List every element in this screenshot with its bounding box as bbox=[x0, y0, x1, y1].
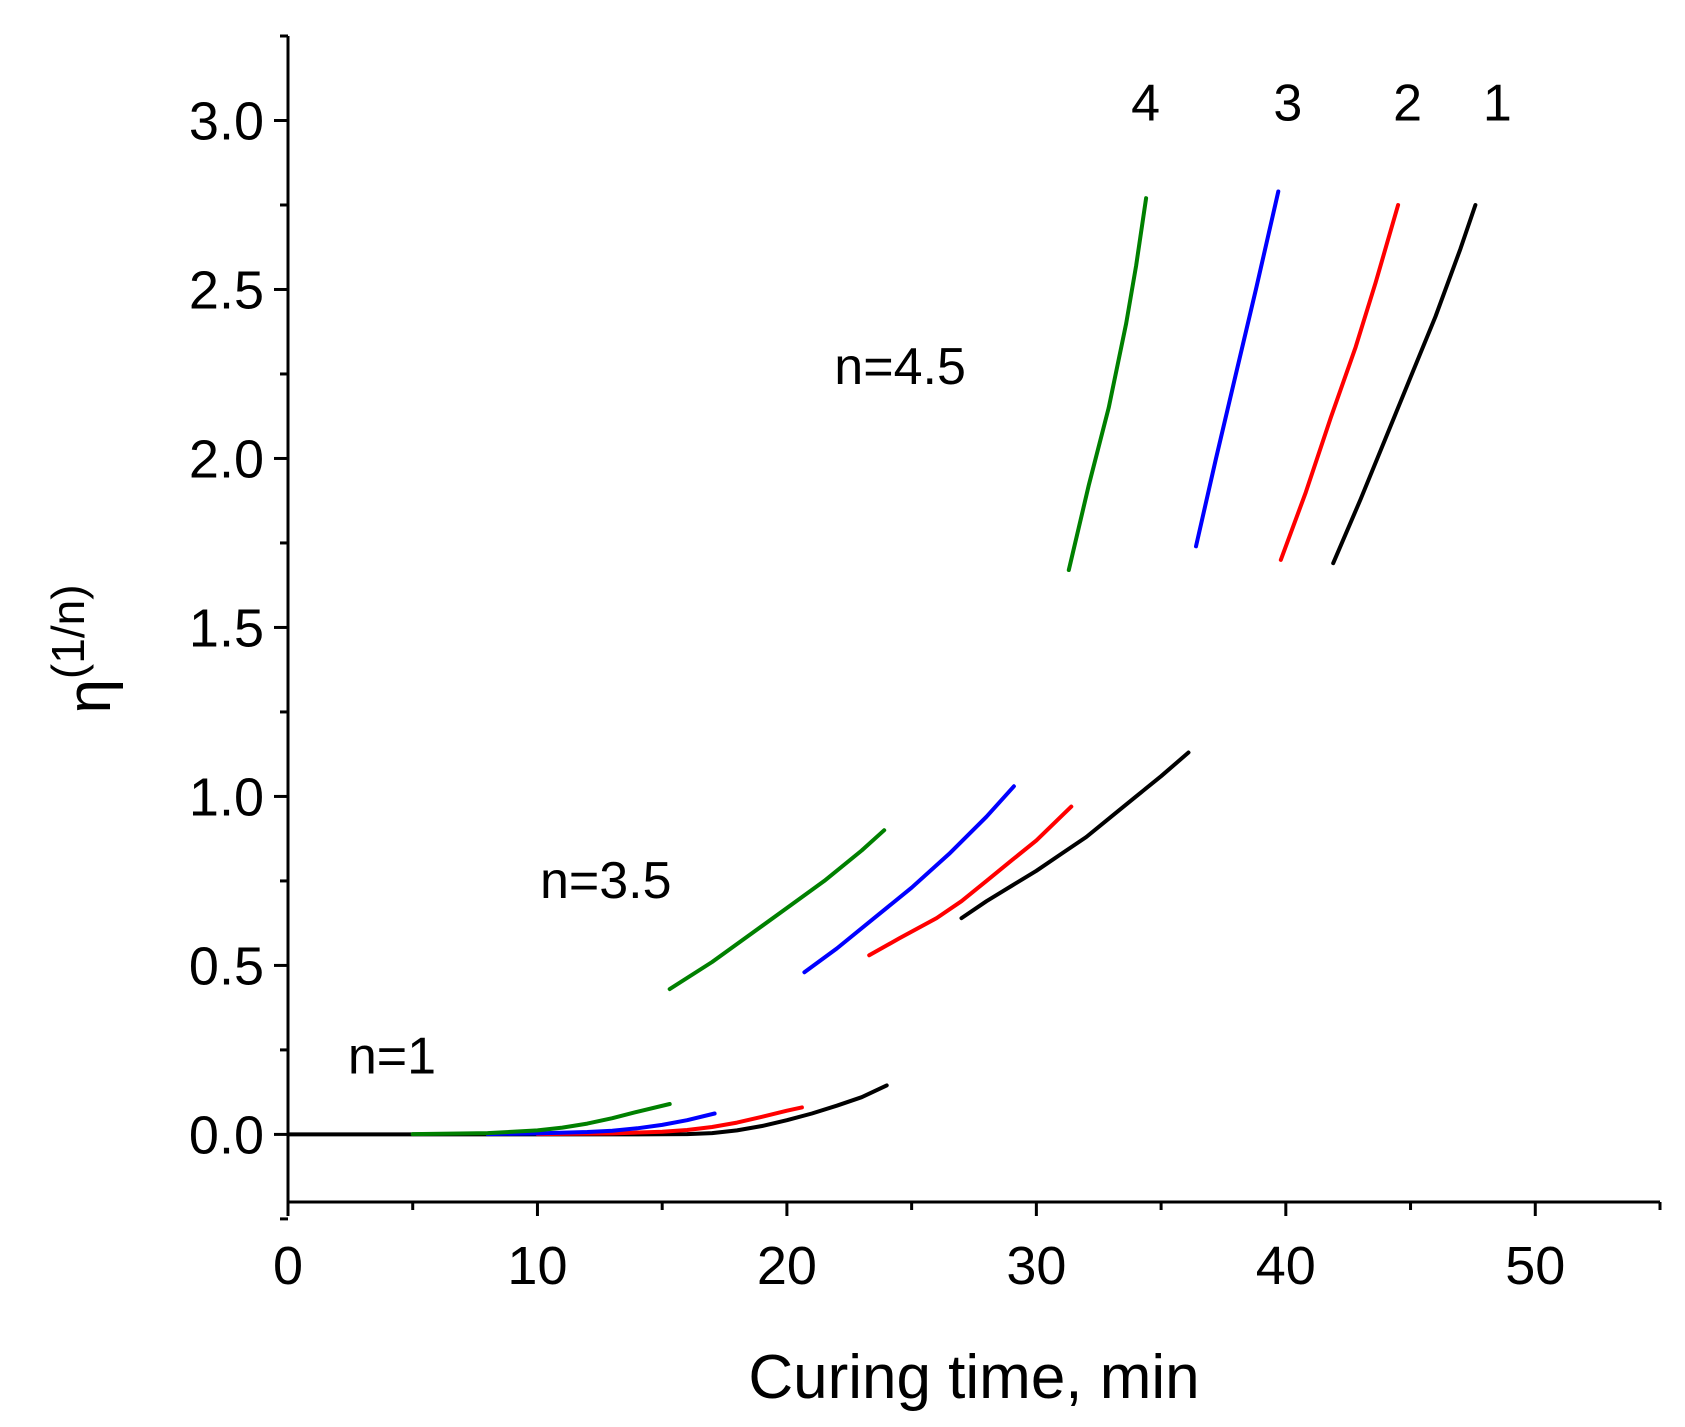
y-axis-title: η(1/n) bbox=[42, 584, 124, 713]
annotation-label: 3 bbox=[1273, 74, 1302, 132]
y-tick-label: 1.0 bbox=[189, 767, 264, 827]
y-tick-label: 0.5 bbox=[189, 936, 264, 996]
y-tick-label: 2.5 bbox=[189, 260, 264, 320]
y-axis-title-base: η bbox=[55, 679, 124, 713]
x-tick-label: 0 bbox=[273, 1236, 303, 1296]
series-layer bbox=[286, 189, 1478, 1137]
x-tick-label: 40 bbox=[1256, 1236, 1316, 1296]
y-tick-label: 3.0 bbox=[189, 91, 264, 151]
annotation-label: 2 bbox=[1393, 74, 1422, 132]
x-tick-label: 20 bbox=[757, 1236, 817, 1296]
series-line-3-n3_5 bbox=[802, 784, 1016, 975]
y-tick-label: 1.5 bbox=[189, 598, 264, 658]
axes: 0 10 20 30 40 50 0.0 0.5 1.0 1.5 2.0 2.5 3.0 bbox=[189, 34, 1662, 1296]
x-tick-label: 10 bbox=[507, 1236, 567, 1296]
series-line-1-n3_5 bbox=[959, 750, 1191, 921]
y-ticks: 0.0 0.5 1.0 1.5 2.0 2.5 3.0 bbox=[189, 34, 288, 1221]
x-tick-label: 30 bbox=[1006, 1236, 1066, 1296]
y-tick-label: 2.0 bbox=[189, 429, 264, 489]
x-axis-title: Curing time, min bbox=[748, 1343, 1199, 1412]
series-line-2-n1 bbox=[535, 1105, 804, 1137]
series-line-4-n3_5 bbox=[667, 828, 887, 992]
annotation-label: n=3.5 bbox=[540, 852, 672, 910]
y-axis-title-superscript: (1/n) bbox=[42, 584, 94, 679]
annotation-layer: n=1 n=3.5 n=4.5 4 3 2 1 bbox=[348, 74, 1512, 1085]
series-line-4-n4_5 bbox=[1066, 196, 1149, 572]
annotation-label: 4 bbox=[1131, 74, 1160, 132]
x-ticks: 0 10 20 30 40 50 bbox=[273, 1202, 1662, 1296]
annotation-label: n=1 bbox=[348, 1028, 436, 1086]
series-line-2-n3_5 bbox=[867, 804, 1074, 958]
x-tick-label: 50 bbox=[1505, 1236, 1565, 1296]
series-line-3-n1 bbox=[485, 1111, 717, 1137]
annotation-label: n=4.5 bbox=[834, 338, 966, 396]
series-line-4-n1 bbox=[410, 1102, 672, 1137]
series-line-3-n4_5 bbox=[1194, 189, 1281, 549]
series-line-2-n4_5 bbox=[1278, 203, 1401, 562]
series-line-1-n4_5 bbox=[1331, 203, 1478, 566]
annotation-label: 1 bbox=[1483, 74, 1512, 132]
y-tick-label: 0.0 bbox=[189, 1105, 264, 1165]
